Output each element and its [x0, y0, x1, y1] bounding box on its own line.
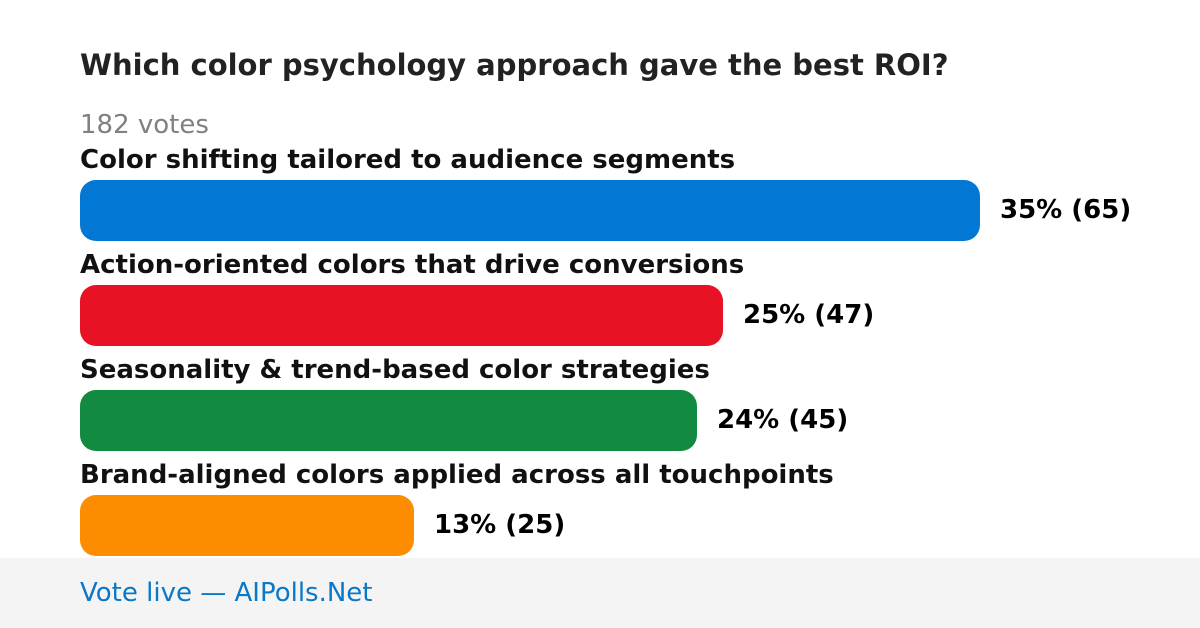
- result-value-label: 13% (25): [434, 510, 566, 540]
- result-bar: [80, 285, 723, 346]
- result-bar: [80, 495, 414, 556]
- result-value-label: 35% (65): [1000, 195, 1132, 225]
- option-label: Brand-aligned colors applied across all …: [80, 460, 834, 490]
- option-label: Color shifting tailored to audience segm…: [80, 145, 736, 175]
- option-label: Action-oriented colors that drive conver…: [80, 250, 745, 280]
- result-value-label: 24% (45): [717, 405, 849, 435]
- result-value-label: 25% (47): [743, 300, 875, 330]
- vote-count: 182 votes: [80, 110, 209, 140]
- poll-title: Which color psychology approach gave the…: [80, 48, 949, 82]
- option-label: Seasonality & trend-based color strategi…: [80, 355, 710, 385]
- result-bar: [80, 390, 697, 451]
- result-bar: [80, 180, 980, 241]
- footer-bar: Vote live — AIPolls.Net: [0, 558, 1200, 628]
- vote-live-link[interactable]: Vote live — AIPolls.Net: [80, 578, 373, 608]
